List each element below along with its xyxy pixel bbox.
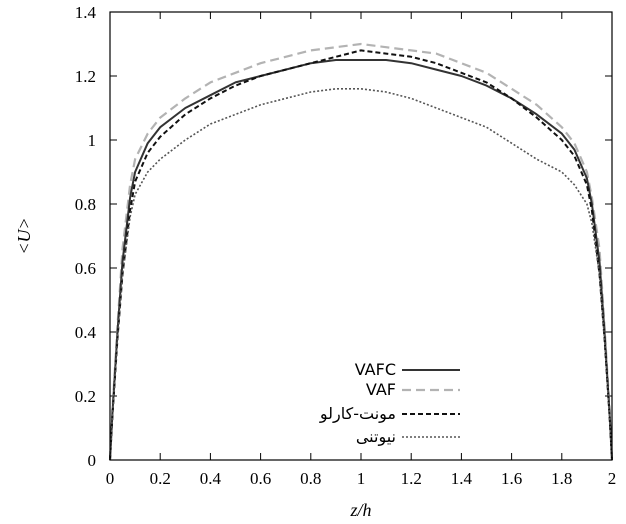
legend-label-4: نیوتنی	[356, 427, 396, 447]
y-tick-label: 1	[88, 131, 97, 150]
x-tick-label: 1.4	[451, 469, 473, 488]
x-tick-label: 1.6	[501, 469, 522, 488]
x-tick-label: 0.4	[200, 469, 222, 488]
tick-labels: 0 0.2 0.4 0.6 0.8 1 1.2 1.4 1.6 1.8 2 0 0.2 0.4 0.6 0.8…	[75, 3, 617, 488]
series-lines	[108, 42, 614, 461]
y-tick-label: 0.2	[75, 387, 96, 406]
x-tick-label: 1.8	[551, 469, 572, 488]
y-tick-label: 1.4	[75, 3, 97, 22]
legend-label-1: VAFC	[355, 360, 396, 379]
plot-frame	[109, 11, 613, 461]
y-tick-label: 0.6	[75, 259, 96, 278]
y-tick-label: 0.4	[75, 323, 97, 342]
y-tick-label: 0.8	[75, 195, 96, 214]
legend-label-3: مونت-کارلو	[319, 404, 396, 424]
x-tick-label: 0.8	[300, 469, 321, 488]
x-tick-label: 0.2	[150, 469, 171, 488]
series-line-1	[109, 59, 613, 461]
x-tick-label: 1	[357, 469, 366, 488]
x-tick-label: 1.2	[401, 469, 422, 488]
series-line-3	[109, 49, 613, 461]
series-line-2	[108, 42, 614, 461]
y-tick-label: 1.2	[75, 67, 96, 86]
x-tick-label: 0	[106, 469, 115, 488]
legend-label-2: VAF	[366, 380, 396, 399]
y-tick-label: 0	[88, 451, 97, 470]
y-axis-label: <U>	[14, 217, 34, 254]
x-tick-label: 0.6	[250, 469, 271, 488]
x-tick-label: 2	[608, 469, 617, 488]
x-axis-label: z/h	[349, 500, 371, 520]
series-line-4	[109, 88, 613, 461]
tick-marks	[109, 11, 613, 461]
